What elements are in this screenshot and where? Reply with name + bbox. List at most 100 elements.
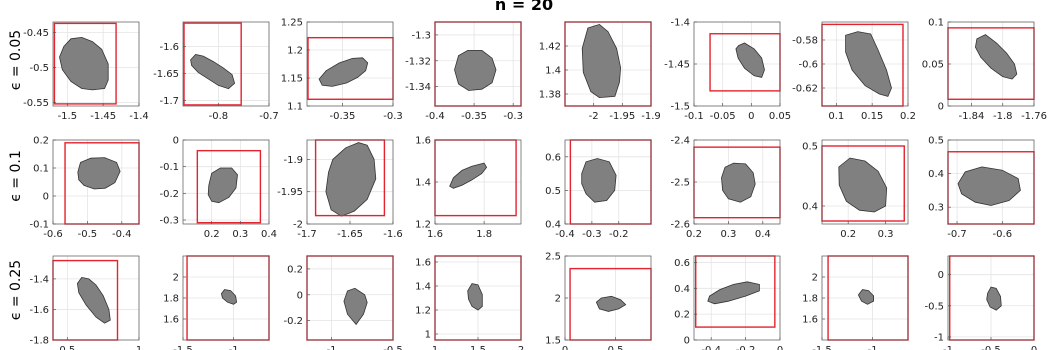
panel-r0c2-ytick-label-3: 1.1 [287,102,303,113]
panel-r2c1-ytick-label-0: 2 [173,273,179,284]
panel-r2c5-xtick-label-1: -0.2 [736,345,756,350]
panel-r1c0-ytick-label-1: 0.1 [33,164,49,175]
panel-r1c1-xtick-label-2: 0.4 [261,229,277,240]
panel-r2c6: -1.5 -1 2 1.8 1.6 [802,255,909,350]
panel-r0c1-ytick-label-1: -1.65 [153,69,179,80]
panel-r0c1-ytick-label-2: -1.7 [159,96,179,107]
panel-r1c4-ytick-label-0: 0.6 [545,152,561,163]
panel-r2c4-ytick-label-0: 2.5 [545,252,561,263]
panel-r0c3-xtick-label-0: -0.4 [425,111,445,122]
panel-r2c2-region [343,287,368,326]
panel-r1c2-xtick-label-0: -1.7 [297,229,317,240]
panel-r2c7-xtick-label-2: 0 [1031,345,1037,350]
panel-r0c2-ytick-label-0: 1.25 [281,18,303,29]
panel-r0c2-xtick-label-0: -0.35 [329,111,355,122]
panel-r0c0-ytick-label-2: -0.55 [23,98,49,109]
panel-r2c5: -0.4 -0.2 0 0.6 0.4 0.2 0 [674,255,783,350]
panel-r1c7-region [957,166,1021,206]
panel-r1c3: 1.6 1.8 1.6 1.4 1.2 [415,136,522,240]
panel-r1c0-frame [52,139,140,225]
panel-r2c0-xtick-label-0: 0.5 [59,345,75,350]
panel-r0c7: -1.84 -1.8 -1.76 0.1 0.05 0 [922,18,1047,123]
panel-r1c5-xtick-label-2: 0.4 [755,229,771,240]
panel-r0c0-box [53,22,117,105]
panel-r0c4-ytick-label-2: 1.38 [539,90,561,101]
panel-r1c6-xtick-label-1: 0.3 [878,229,894,240]
panel-r2c1-ytick-label-1: 1.8 [163,294,179,305]
panel-r1c0-ytick-label-3: -0.1 [29,220,49,231]
panel-r1c1-xtick-label-0: 0.2 [204,229,220,240]
panel-r1c5-xtick-label-0: 0.2 [686,229,702,240]
panel-r0c1-ytick-label-0: -1.6 [159,42,179,53]
panel-r1c5-ytick-label-0: -2.4 [670,136,690,147]
panel-r1c6-frame [821,139,909,225]
panel-r1c3-ytick-label-0: 1.6 [415,136,431,147]
panel-r0c6-ytick-label-2: -0.62 [792,84,818,95]
panel-r1c6-region [838,157,888,213]
panel-r0c3-ytick-label-0: -1.3 [411,30,431,41]
panel-r2c1-xtick-label-0: -1.5 [173,345,193,350]
panel-r1c1-region [207,167,238,204]
panel-r2c6-ytick-label-0: 2 [812,273,818,284]
panel-r2c0-region [76,276,111,324]
panel-r1c6: 0.2 0.3 0.5 0.4 [802,139,909,240]
panel-r2c5-frame [693,255,781,341]
panel-r2c6-ytick-label-2: 1.6 [802,315,818,326]
panel-r1c3-xtick-label-1: 1.8 [476,229,492,240]
panel-r2c3-xtick-label-2: 2 [518,345,524,350]
panel-r0c7-xtick-label-2: -1.76 [1021,111,1047,122]
panel-r0c4-frame [564,21,652,107]
panel-r0c1: -0.8 -0.7 -1.6 -1.65 -1.7 [153,21,279,122]
panel-r0c4: -2 -1.95 -1.9 1.42 1.4 1.38 [539,21,661,122]
panel-r2c6-region [857,289,874,305]
panel-r1c4-ytick-label-2: 0.4 [545,220,561,231]
panel-r0c6-ytick-label-0: -0.58 [792,36,818,47]
panel-r2c4-ytick-label-2: 1.5 [545,336,561,347]
panel-r1c0-ytick-label-0: 0.2 [33,136,49,147]
panel-r2c7: -1 -0.5 0 0 -0.5 -1 [924,255,1037,350]
panel-r1c5-xtick-label-1: 0.3 [720,229,736,240]
panel-r2c2-ytick-label-1: 0 [297,290,303,301]
panel-r1c0-region [77,157,121,190]
panel-r1c4-xtick-label-1: -0.3 [582,229,602,240]
panel-r1c5-ytick-label-1: -2.5 [670,178,690,189]
panel-r2c7-xtick-label-1: -0.5 [981,345,1001,350]
panel-r2c0-ytick-label-1: -1.6 [29,305,49,316]
panel-r2c3-region [467,283,483,311]
panel-r0c4-xtick-label-0: -2 [589,111,599,122]
panel-r2c5-xtick-label-2: 0 [777,345,783,350]
panel-r2c4-xtick-label-0: 0 [562,345,568,350]
panel-r0c0: -1.5 -1.45 -1.4 -0.45 -0.5 -0.55 [23,21,149,122]
panel-r1c2-xtick-label-1: -1.65 [337,229,363,240]
panel-r2c6-ytick-label-1: 1.8 [802,294,818,305]
panel-r0c1-box [183,22,242,106]
panel-r2c4-region [595,295,627,312]
panel-r0c6: 0.1 0.15 0.2 -0.58 -0.6 -0.62 [792,21,916,122]
panel-r0c4-region [581,23,622,99]
panel-r1c1-xtick-label-1: 0.3 [232,229,248,240]
panel-r2c1: -1.5 -1 2 1.8 1.6 [163,255,270,350]
panel-r0c0-frame [52,21,140,107]
panel-r0c2-ytick-label-1: 1.2 [287,46,303,57]
panel-r1c6-xtick-label-0: 0.2 [840,229,856,240]
panel-r0c5-xtick-label-2: 0 [748,111,754,122]
panel-r0c5-region [735,42,765,78]
panel-r1c2: -1.7 -1.65 -1.6 -1.9 -1.95 -2 [277,139,403,240]
panel-r2c3: 1 1.5 2 1.6 1.4 1.2 1 [415,255,524,350]
panel-r1c4-ytick-label-1: 0.5 [545,186,561,197]
panel-r2c1-xtick-label-1: -1 [229,345,239,350]
panel-r0c7-xtick-label-1: -1.8 [993,111,1013,122]
panel-r2c7-ytick-label-2: -1 [934,332,944,343]
panel-r2c3-ytick-label-0: 1.6 [415,258,431,269]
panel-r0c5-xtick-label-1: -0.05 [710,111,736,122]
panel-r2c7-region [986,286,1002,311]
panel-r2c2-xtick-label-1: -0.5 [383,345,403,350]
panel-r0c4-xtick-label-1: -1.95 [609,111,635,122]
panel-r0c6-ytick-label-1: -0.6 [798,60,818,71]
panel-r2c0-xtick-label-1: 1 [136,345,142,350]
panel-r0c0-xtick-label-0: -1.5 [58,111,78,122]
panel-r0c1-xtick-label-0: -0.8 [209,111,229,122]
panel-r2c3-ytick-label-2: 1.2 [415,306,431,317]
panel-r0c4-ytick-label-0: 1.42 [539,42,561,53]
panel-r1c7-xtick-label-0: -0.7 [947,229,967,240]
